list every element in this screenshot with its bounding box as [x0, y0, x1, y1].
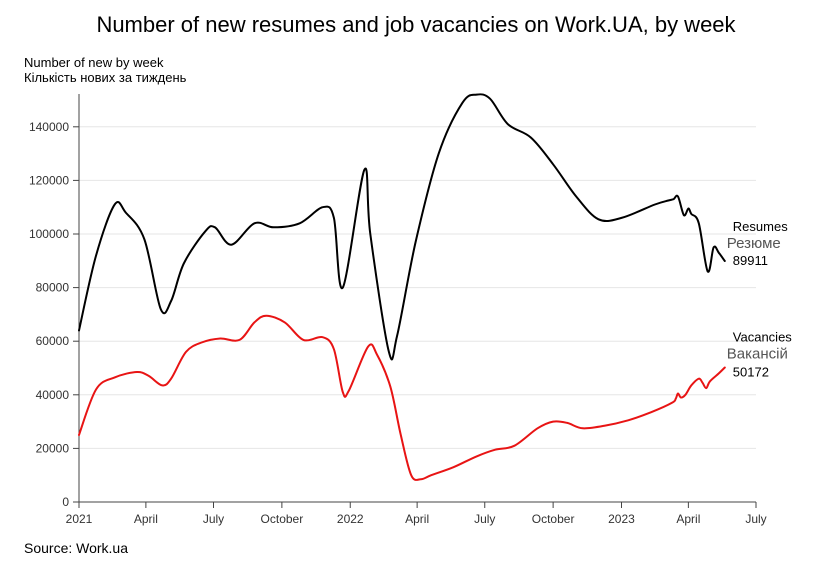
y-tick-label: 20000	[36, 441, 70, 455]
x-tick-label: April	[405, 512, 429, 526]
x-tick-label: October	[532, 512, 575, 526]
series-last-value-resumes: 89911	[733, 253, 768, 268]
x-tick-label: July	[474, 512, 495, 526]
series-label-uk-vacancies: Вакансій	[727, 346, 788, 363]
y-tick-label: 0	[62, 495, 69, 509]
x-tick-label: 2021	[66, 512, 93, 526]
source-note: Source: Work.ua	[24, 540, 129, 556]
chart-title: Number of new resumes and job vacancies …	[96, 12, 736, 37]
y-tick-label: 40000	[36, 388, 70, 402]
y-axis-label: Number of new by week	[24, 55, 164, 70]
series-last-value-vacancies: 50172	[733, 365, 769, 380]
x-tick-label: July	[745, 512, 766, 526]
x-tick-label: April	[134, 512, 158, 526]
x-tick-label: October	[261, 512, 304, 526]
x-tick-label: 2022	[337, 512, 364, 526]
y-tick-label: 120000	[29, 173, 69, 187]
series-line-vacancies	[78, 314, 726, 481]
y-tick-label: 140000	[29, 120, 69, 134]
x-tick-label: July	[203, 512, 224, 526]
y-tick-label: 60000	[36, 334, 70, 348]
series-label-uk-resumes: Резюме	[727, 235, 781, 252]
series-label-vacancies: Vacancies	[733, 330, 793, 345]
series-label-resumes: Resumes	[733, 219, 788, 234]
series-line-resumes	[78, 93, 726, 361]
y-tick-label: 80000	[36, 281, 70, 295]
y-axis-label-ukrainian: Кількість нових за тиждень	[24, 70, 187, 85]
x-tick-label: April	[676, 512, 700, 526]
x-tick-label: 2023	[608, 512, 635, 526]
y-tick-label: 100000	[29, 227, 69, 241]
